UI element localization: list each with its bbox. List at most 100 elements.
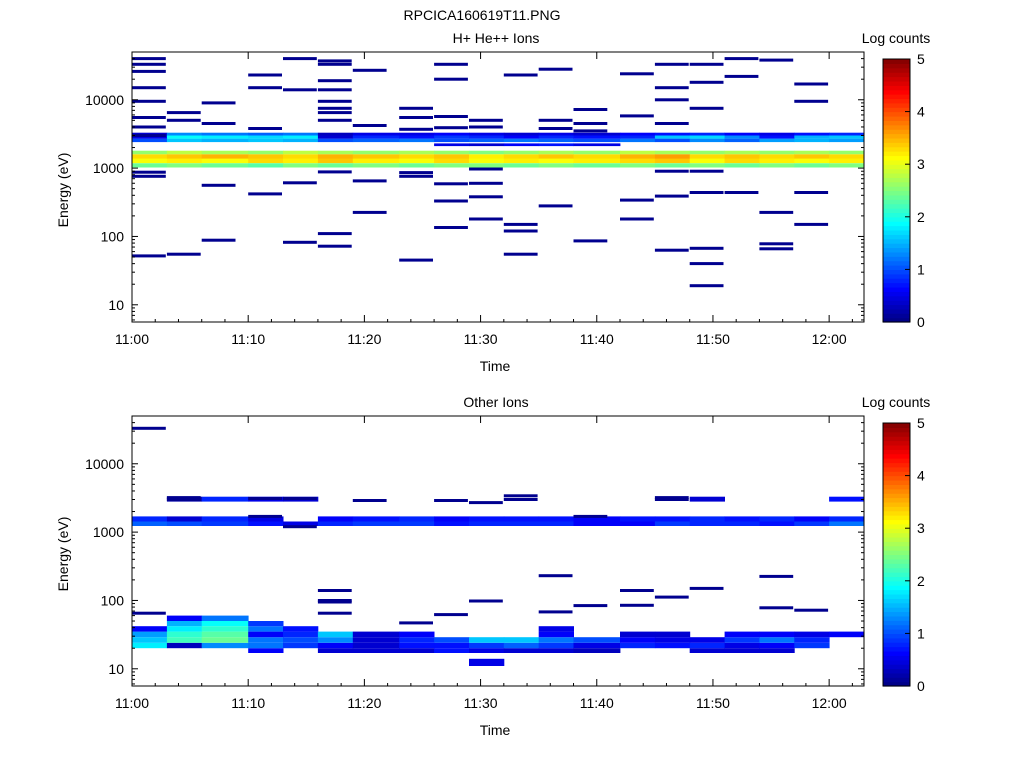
x-tick-label: 11:50 — [696, 331, 730, 347]
trace-line — [352, 210, 387, 214]
heatmap-cell — [166, 158, 203, 164]
heatmap-cell — [689, 138, 725, 143]
heatmap-cell — [248, 521, 284, 526]
colorbar-step — [883, 260, 910, 266]
colorbar-label: Log counts — [862, 394, 931, 410]
trace-line — [132, 170, 166, 174]
trace-line — [317, 600, 352, 604]
colorbar-step — [883, 186, 910, 192]
colorbar-step — [883, 181, 910, 187]
heatmap-cell — [794, 132, 830, 136]
colorbar-step — [883, 120, 910, 126]
heatmap-cell — [317, 154, 354, 159]
trace-line — [759, 210, 794, 214]
heatmap-cell — [317, 138, 354, 143]
heatmap-cell — [724, 648, 760, 653]
colorbar: 0 1 2 3 4 5 — [882, 51, 925, 330]
colorbar-step — [883, 615, 910, 621]
heatmap-cell — [759, 648, 795, 653]
heatmap-cell — [132, 158, 168, 164]
colorbar-step — [883, 85, 910, 91]
colorbar-step — [883, 137, 910, 143]
heatmap-cell — [283, 154, 319, 159]
heatmap-cell — [654, 631, 691, 638]
heatmap-cell — [248, 132, 284, 136]
colorbar-step — [883, 238, 910, 244]
heatmap-cell — [829, 158, 865, 164]
heatmap-cell — [434, 135, 470, 139]
heatmap-cell — [132, 637, 168, 643]
heatmap-cell — [469, 648, 505, 653]
heatmap-cell — [759, 138, 795, 143]
y-tick-label: 100 — [101, 228, 125, 244]
trace-line — [399, 127, 433, 131]
heatmap-cell — [759, 132, 795, 136]
trace-lines — [132, 426, 829, 625]
heatmap-cell — [794, 138, 830, 143]
colorbar-frame — [882, 422, 911, 687]
trace-line — [759, 574, 794, 578]
heatmap-cell — [132, 154, 168, 159]
plot-frame — [131, 51, 865, 323]
trace-line — [434, 226, 468, 229]
colorbar-step — [883, 471, 910, 477]
trace-line — [132, 426, 166, 430]
colorbar-step — [883, 423, 910, 428]
colorbar-step — [883, 475, 910, 481]
heatmap-cell — [201, 621, 249, 627]
heatmap-cell — [201, 626, 249, 632]
trace-line — [689, 106, 724, 110]
heatmap-cell — [538, 138, 574, 143]
trace-line — [434, 62, 468, 66]
colorbar-step — [883, 133, 910, 139]
colorbar-step — [883, 580, 910, 586]
heatmap-cell — [399, 631, 435, 638]
heatmap-cell — [759, 637, 795, 643]
colorbar-step — [883, 313, 910, 319]
heatmap-cell — [689, 154, 725, 159]
colorbar-tick-label: 0 — [917, 314, 925, 330]
colorbar-step — [883, 216, 910, 222]
colorbar-step — [883, 462, 910, 468]
trace-line — [689, 169, 724, 173]
heatmap-cell — [166, 626, 203, 632]
heatmap-cell — [399, 648, 435, 653]
heatmap-cell — [399, 138, 435, 143]
heatmap-cell — [132, 631, 168, 638]
heatmap-cells — [132, 496, 865, 666]
trace-line — [724, 191, 759, 194]
heatmap-cell — [201, 642, 249, 649]
heatmap-cell — [399, 163, 435, 168]
trace-line — [166, 111, 201, 115]
heatmap-cell — [201, 615, 249, 621]
heatmap-cell — [794, 163, 830, 168]
x-tick-label: 11:40 — [580, 331, 614, 347]
colorbar-step — [883, 602, 910, 608]
heatmap-cell — [283, 637, 319, 643]
x-tick-label: 11:20 — [347, 331, 381, 347]
colorbar-step — [883, 497, 910, 503]
heatmap-cell — [317, 516, 354, 522]
heatmap-cell — [166, 132, 203, 136]
heatmap-cell — [201, 163, 249, 168]
x-tick-label: 11:10 — [231, 331, 265, 347]
colorbar-step — [883, 458, 910, 464]
heatmap-cell — [283, 135, 319, 139]
heatmap-cell — [352, 521, 400, 526]
heatmap-cell — [573, 637, 621, 643]
heatmap-cell — [201, 496, 249, 502]
heatmap-cell — [166, 637, 203, 643]
heatmap-cell — [620, 132, 656, 136]
colorbar-step — [883, 515, 910, 521]
heatmap-cell — [829, 132, 865, 136]
colorbar-step — [883, 646, 910, 652]
heatmap-cell — [469, 143, 505, 147]
heatmap-cell — [759, 516, 795, 522]
heatmap-cell — [794, 631, 830, 638]
heatmap-cell — [248, 158, 284, 164]
heatmap-cell — [248, 516, 284, 522]
heatmap-cell — [503, 150, 540, 155]
heatmap-cell — [352, 642, 400, 649]
trace-line — [317, 232, 352, 236]
